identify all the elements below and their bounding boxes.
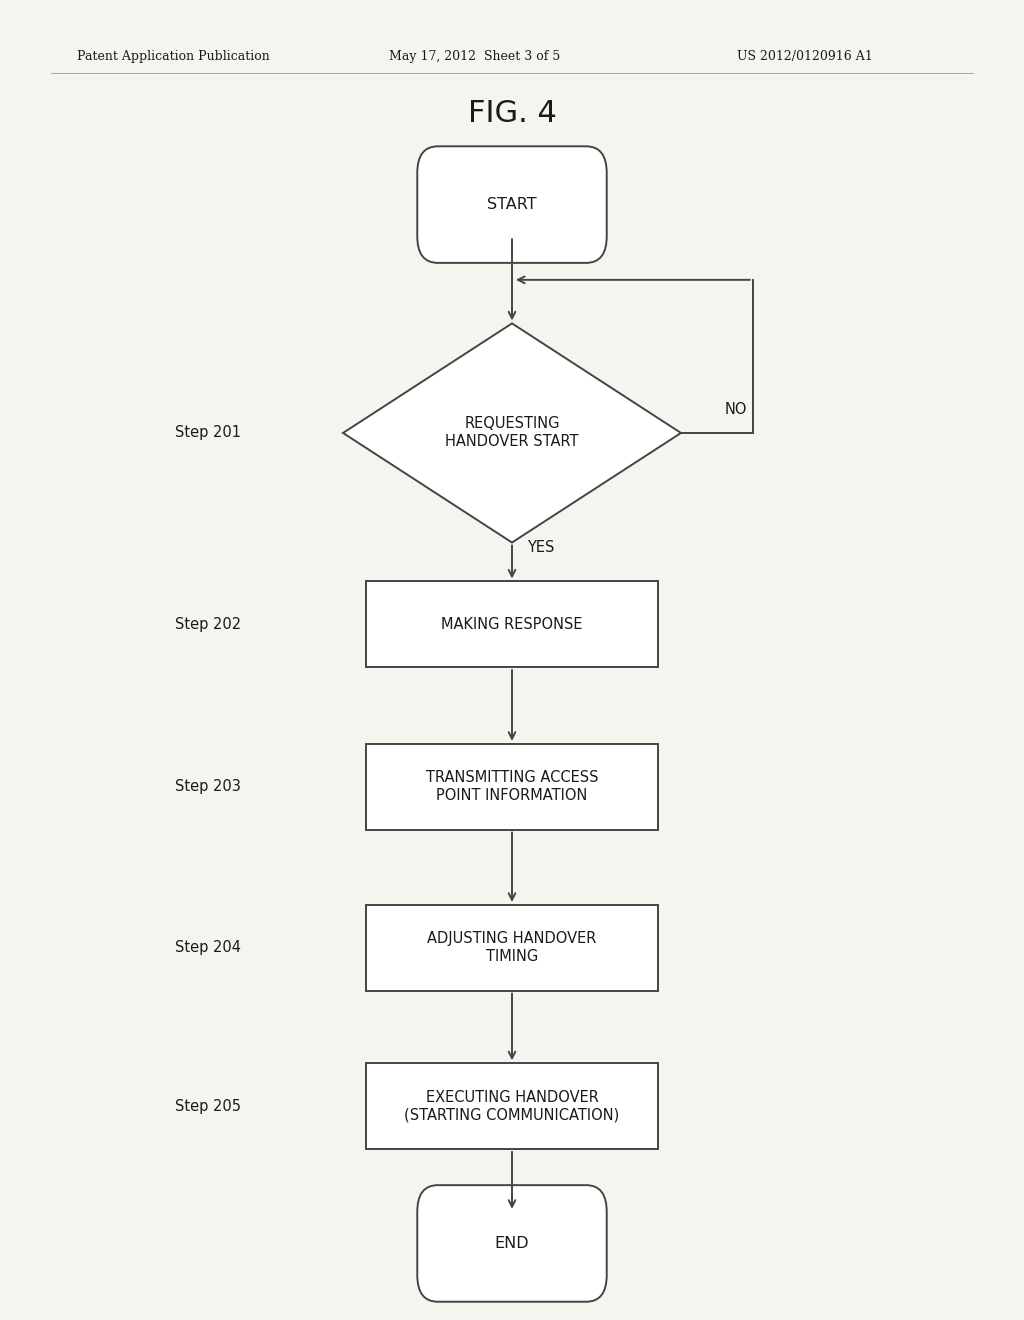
- Text: REQUESTING
HANDOVER START: REQUESTING HANDOVER START: [445, 416, 579, 449]
- Bar: [367, 581, 658, 667]
- Polygon shape: [343, 323, 681, 543]
- Bar: [367, 743, 658, 829]
- Text: FIG. 4: FIG. 4: [468, 99, 556, 128]
- Text: YES: YES: [527, 540, 555, 556]
- Text: Step 204: Step 204: [175, 940, 241, 956]
- Text: EXECUTING HANDOVER
(STARTING COMMUNICATION): EXECUTING HANDOVER (STARTING COMMUNICATI…: [404, 1090, 620, 1122]
- Bar: [367, 906, 658, 990]
- Bar: [367, 1064, 658, 1148]
- Text: END: END: [495, 1236, 529, 1251]
- Text: Step 203: Step 203: [175, 779, 241, 795]
- FancyBboxPatch shape: [418, 147, 606, 263]
- Text: Step 205: Step 205: [175, 1098, 241, 1114]
- Text: NO: NO: [725, 403, 748, 417]
- Text: ADJUSTING HANDOVER
TIMING: ADJUSTING HANDOVER TIMING: [427, 932, 597, 964]
- Text: START: START: [487, 197, 537, 213]
- Text: US 2012/0120916 A1: US 2012/0120916 A1: [737, 50, 873, 63]
- Text: TRANSMITTING ACCESS
POINT INFORMATION: TRANSMITTING ACCESS POINT INFORMATION: [426, 770, 598, 803]
- Text: MAKING RESPONSE: MAKING RESPONSE: [441, 616, 583, 632]
- Text: May 17, 2012  Sheet 3 of 5: May 17, 2012 Sheet 3 of 5: [389, 50, 560, 63]
- Text: Step 202: Step 202: [174, 616, 241, 632]
- FancyBboxPatch shape: [418, 1185, 606, 1302]
- Text: Patent Application Publication: Patent Application Publication: [77, 50, 269, 63]
- Text: Step 201: Step 201: [175, 425, 241, 441]
